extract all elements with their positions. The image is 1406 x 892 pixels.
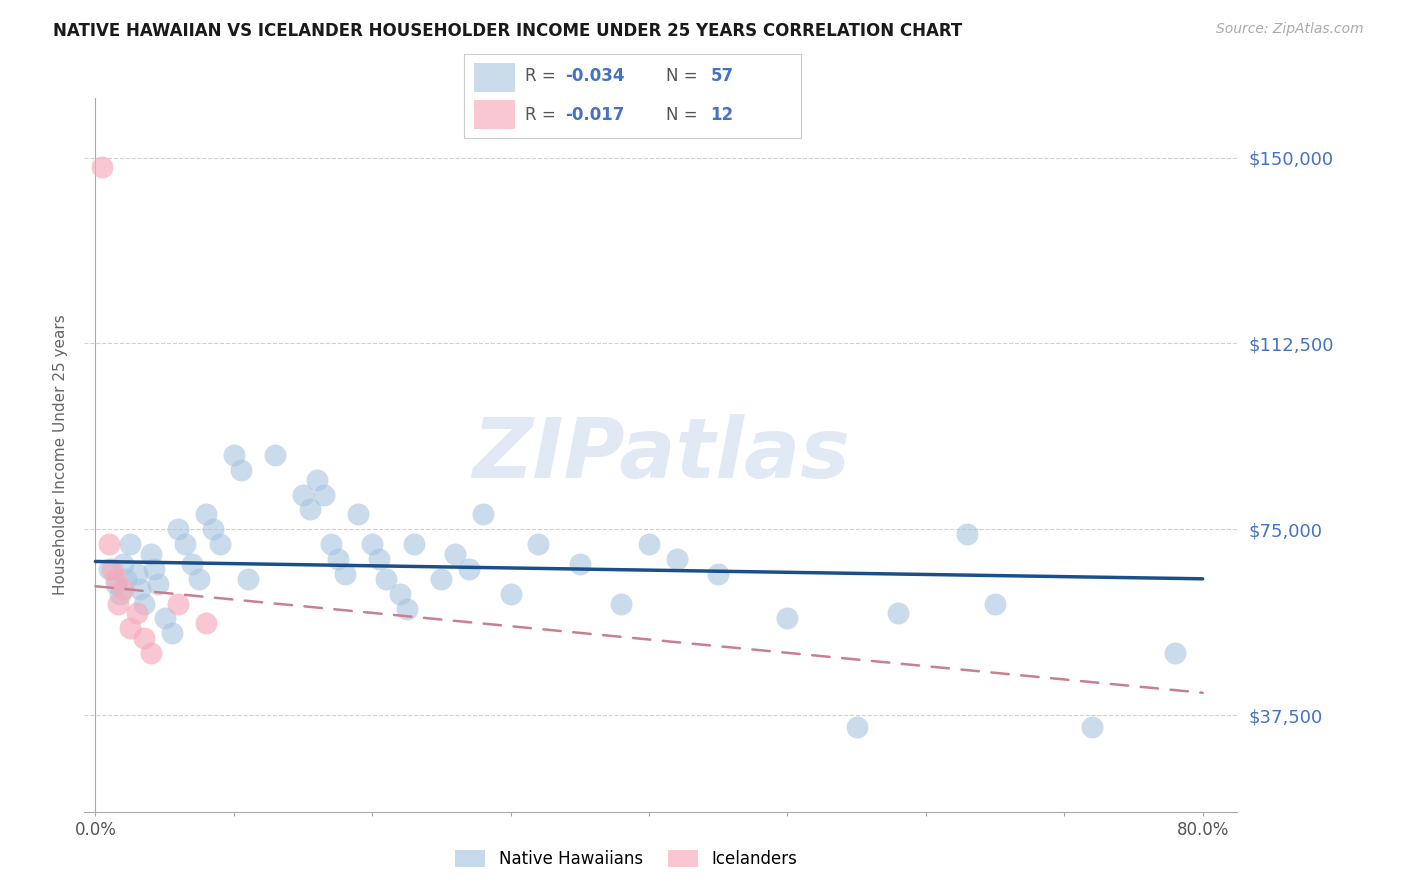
Text: -0.017: -0.017 — [565, 105, 624, 123]
Point — [236, 572, 259, 586]
Point — [91, 161, 114, 175]
Legend: Native Hawaiians, Icelanders: Native Hawaiians, Icelanders — [449, 843, 804, 875]
Text: 57: 57 — [710, 68, 734, 86]
Point — [472, 508, 495, 522]
Point — [167, 522, 190, 536]
Point — [118, 537, 141, 551]
Point — [174, 537, 197, 551]
Point — [638, 537, 661, 551]
Point — [153, 611, 176, 625]
Point — [984, 597, 1007, 611]
Point — [264, 448, 287, 462]
Point — [195, 508, 218, 522]
Point — [146, 576, 169, 591]
Point — [112, 557, 135, 571]
Point — [128, 582, 150, 596]
Point — [188, 572, 211, 586]
Point — [98, 562, 121, 576]
Point — [101, 562, 124, 576]
Point — [305, 473, 328, 487]
Point — [319, 537, 342, 551]
Point — [98, 537, 121, 551]
Point — [195, 616, 218, 631]
Point — [845, 721, 868, 735]
Point — [160, 626, 183, 640]
Point — [610, 597, 633, 611]
Point — [956, 527, 979, 541]
Point — [142, 562, 165, 576]
Text: R =: R = — [524, 105, 555, 123]
Point — [887, 607, 910, 621]
Point — [229, 463, 252, 477]
Point — [444, 547, 467, 561]
Point — [112, 582, 135, 596]
Point — [167, 597, 190, 611]
Point — [776, 611, 799, 625]
Point — [361, 537, 384, 551]
Point — [125, 607, 148, 621]
Bar — [474, 100, 515, 129]
Point — [333, 566, 356, 581]
Point — [208, 537, 231, 551]
Point — [375, 572, 398, 586]
Point — [312, 487, 335, 501]
Point — [139, 646, 162, 660]
Point — [139, 547, 162, 561]
Point — [118, 621, 141, 635]
Point — [1164, 646, 1187, 660]
Text: NATIVE HAWAIIAN VS ICELANDER HOUSEHOLDER INCOME UNDER 25 YEARS CORRELATION CHART: NATIVE HAWAIIAN VS ICELANDER HOUSEHOLDER… — [53, 22, 963, 40]
Point — [222, 448, 245, 462]
Point — [181, 557, 204, 571]
Point — [368, 552, 391, 566]
Point — [1081, 721, 1104, 735]
Point — [430, 572, 453, 586]
Text: ZIPatlas: ZIPatlas — [472, 415, 849, 495]
Point — [298, 502, 321, 516]
Point — [707, 566, 730, 581]
Point — [115, 572, 138, 586]
Text: Source: ZipAtlas.com: Source: ZipAtlas.com — [1216, 22, 1364, 37]
Point — [395, 601, 418, 615]
Text: N =: N = — [666, 68, 697, 86]
Text: -0.034: -0.034 — [565, 68, 624, 86]
Point — [105, 572, 128, 586]
Point — [110, 587, 132, 601]
Point — [665, 552, 688, 566]
Point — [202, 522, 225, 536]
Text: R =: R = — [524, 68, 555, 86]
Point — [347, 508, 370, 522]
Point — [568, 557, 591, 571]
Point — [132, 597, 155, 611]
Point — [527, 537, 550, 551]
Point — [105, 576, 128, 591]
Text: 12: 12 — [710, 105, 734, 123]
Point — [388, 587, 411, 601]
Point — [499, 587, 522, 601]
Point — [132, 632, 155, 646]
Point — [125, 566, 148, 581]
Point — [292, 487, 315, 501]
Point — [402, 537, 425, 551]
Bar — [474, 62, 515, 92]
Text: N =: N = — [666, 105, 697, 123]
Point — [107, 597, 129, 611]
Y-axis label: Householder Income Under 25 years: Householder Income Under 25 years — [53, 315, 69, 595]
Point — [458, 562, 481, 576]
Point — [326, 552, 349, 566]
